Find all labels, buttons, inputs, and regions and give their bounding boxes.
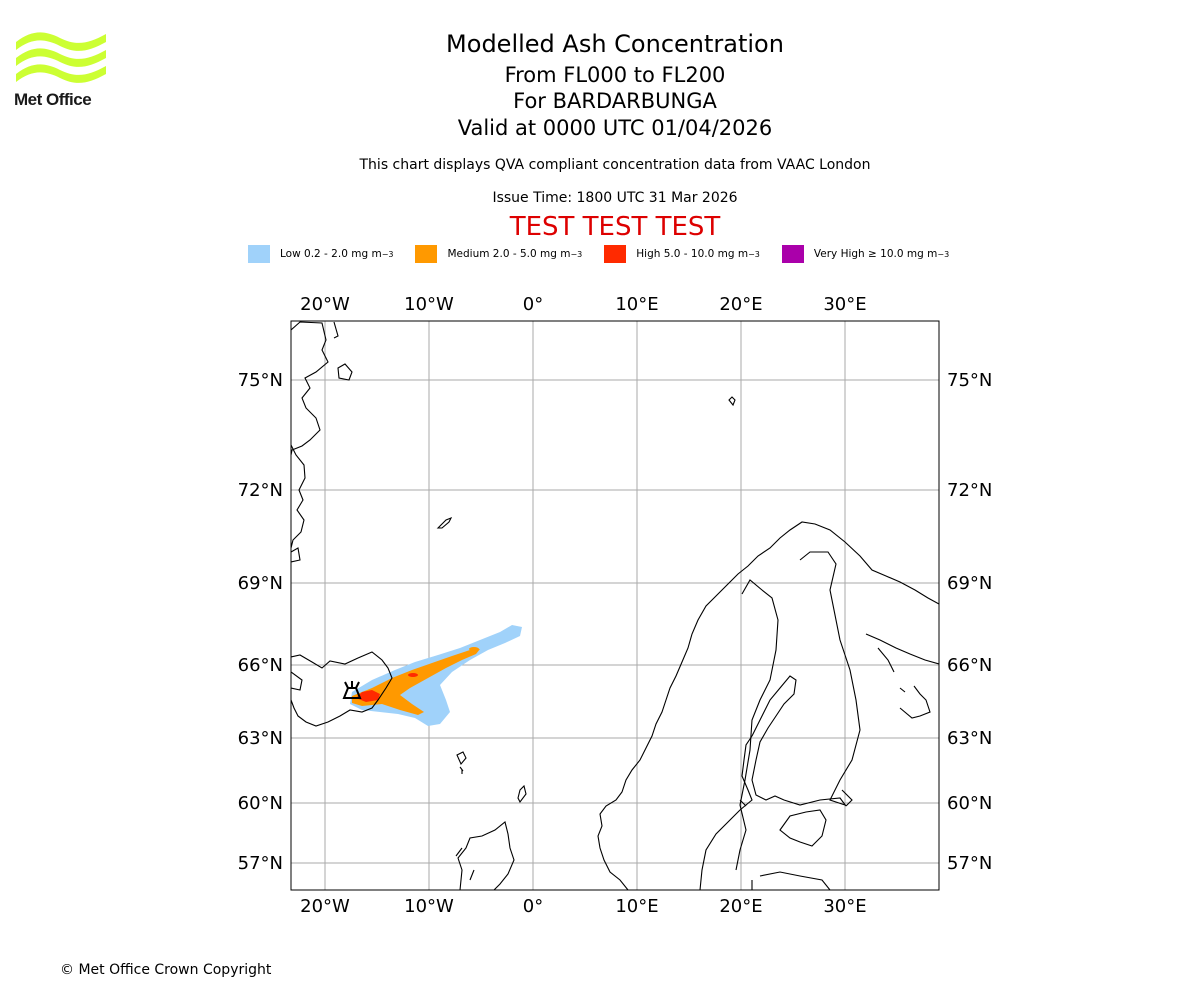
legend-item-medium: Medium 2.0 - 5.0 mg m −3	[415, 245, 582, 263]
lat-label-57n: 57°N	[238, 853, 283, 874]
met-office-waves-icon	[16, 32, 106, 83]
coast-iceland	[291, 651, 393, 727]
lat-label-60n-right: 60°N	[947, 793, 992, 814]
valid-time: Valid at 0000 UTC 01/04/2026	[457, 116, 773, 140]
border-sweden-finland	[799, 551, 861, 806]
legend-item-high: High 5.0 - 10.0 mg m −3	[604, 245, 760, 263]
coast-kola	[865, 633, 939, 719]
coast-norway	[597, 521, 939, 890]
lon-label-20w-bottom: 20°W	[300, 896, 350, 917]
legend-label-medium: Medium 2.0 - 5.0 mg m	[447, 248, 571, 260]
legend-unit-low: −3	[381, 249, 394, 259]
map-frame	[290, 320, 940, 891]
ash-high-region	[356, 690, 380, 702]
lon-label-20e-bottom: 20°E	[719, 896, 762, 917]
lat-label-69n: 69°N	[238, 573, 283, 594]
lat-labels-left: 75°N 72°N 69°N 66°N 63°N 60°N 57°N	[238, 370, 283, 874]
test-banner: TEST TEST TEST	[509, 212, 721, 242]
map-content	[291, 321, 939, 890]
legend-label-high: High 5.0 - 10.0 mg m	[636, 248, 749, 260]
coast-sweden-east	[699, 735, 753, 890]
legend: Low 0.2 - 2.0 mg m −3 Medium 2.0 - 5.0 mg…	[248, 244, 971, 264]
legend-unit-medium: −3	[570, 249, 583, 259]
coast-gulf-of-bothnia	[751, 675, 847, 807]
lat-label-75n: 75°N	[238, 370, 283, 391]
legend-swatch-very-high	[781, 245, 804, 263]
lon-label-30e: 30°E	[823, 294, 866, 315]
legend-item-low: Low 0.2 - 2.0 mg m −3	[248, 245, 393, 263]
lat-label-72n-right: 72°N	[947, 480, 992, 501]
lon-labels-top: 20°W 10°W 0° 10°E 20°E 30°E	[300, 294, 866, 315]
legend-label-very-high: Very High ≥ 10.0 mg m	[813, 248, 938, 260]
chart-title: Modelled Ash Concentration	[446, 30, 784, 58]
copyright: © Met Office Crown Copyright	[60, 962, 272, 978]
lon-labels-bottom: 20°W 10°W 0° 10°E 20°E 30°E	[300, 896, 866, 917]
lon-label-20w: 20°W	[300, 294, 350, 315]
ash-medium-spot	[469, 647, 479, 651]
lat-label-75n-right: 75°N	[947, 370, 992, 391]
flight-level-range: From FL000 to FL200	[504, 63, 726, 87]
lat-label-66n-right: 66°N	[947, 655, 992, 676]
met-office-logo: Met Office	[14, 28, 110, 114]
coast-greenland-isle	[337, 363, 353, 381]
coast-jan-mayen	[436, 516, 453, 529]
lat-label-63n-right: 63°N	[947, 728, 992, 749]
lat-label-72n: 72°N	[238, 480, 283, 501]
lon-label-10e-bottom: 10°E	[615, 896, 658, 917]
coast-baltic	[751, 809, 831, 890]
volcano-name: For BARDARBUNGA	[513, 89, 717, 113]
lat-label-60n: 60°N	[238, 793, 283, 814]
lon-label-0: 0°	[523, 294, 543, 315]
legend-label-low: Low 0.2 - 2.0 mg m	[280, 248, 382, 260]
coast-shetland	[517, 784, 527, 804]
lon-label-0-bottom: 0°	[523, 896, 543, 917]
lat-label-66n: 66°N	[238, 655, 283, 676]
ash-high-spot	[408, 673, 418, 677]
lat-labels-right: 75°N 72°N 69°N 66°N 63°N 60°N 57°N	[947, 370, 992, 874]
coast-greenland	[291, 321, 339, 563]
volcano-icon	[342, 681, 362, 699]
legend-unit-high: −3	[748, 249, 760, 259]
lon-label-10e: 10°E	[615, 294, 658, 315]
legend-item-very-high: Very High ≥ 10.0 mg m −3	[781, 245, 950, 263]
lon-label-20e: 20°E	[719, 294, 762, 315]
legend-unit-very-high: −3	[937, 249, 950, 259]
lon-label-10w-bottom: 10°W	[404, 896, 454, 917]
border-norway-sweden	[735, 579, 779, 871]
lon-label-30e-bottom: 30°E	[823, 896, 866, 917]
ash-medium-region	[352, 649, 480, 715]
ash-low-region	[350, 625, 522, 726]
lat-label-63n: 63°N	[238, 728, 283, 749]
legend-swatch-high	[604, 245, 627, 263]
logo-text: Met Office	[14, 90, 92, 109]
issue-time: Issue Time: 1800 UTC 31 Mar 2026	[492, 190, 738, 206]
coast-scotland	[455, 821, 515, 890]
lon-label-10w: 10°W	[404, 294, 454, 315]
legend-swatch-low	[248, 245, 270, 263]
coast-bear-island	[728, 396, 736, 407]
coast-finland-south	[739, 789, 853, 807]
graticule	[291, 321, 939, 890]
legend-swatch-medium	[415, 245, 438, 263]
lat-label-57n-right: 57°N	[947, 853, 992, 874]
lat-label-69n-right: 69°N	[947, 573, 992, 594]
coast-faroes	[456, 751, 467, 774]
compliance-note: This chart displays QVA compliant concen…	[359, 157, 871, 173]
coastlines	[291, 321, 939, 890]
